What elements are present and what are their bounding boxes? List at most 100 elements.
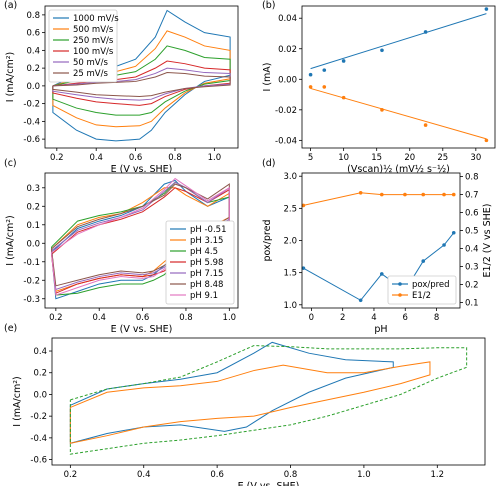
legend-label: E1/2 (412, 291, 431, 301)
x-tick-label: 15 (371, 153, 382, 163)
x-tick-label: 0.6 (210, 470, 224, 480)
x-tick-label: 0.6 (136, 313, 150, 323)
legend-marker (398, 293, 402, 297)
x-tick-label: 0.2 (64, 470, 78, 480)
y-tick-label: 3.0 (283, 172, 297, 182)
point (403, 192, 407, 197)
legend-label: 50 mV/s (73, 58, 108, 68)
y2-axis-label: E1/2 (V vs SHE) (482, 203, 493, 277)
point (358, 298, 363, 303)
x-tick-label: 1.0 (223, 313, 237, 323)
x-axis-label: (Vscan)½ (mV½ s⁻½) (347, 164, 450, 175)
y-tick-label: -0.4 (23, 117, 40, 127)
legend-box (387, 275, 457, 305)
point (301, 203, 306, 208)
legend-marker (398, 282, 402, 286)
point (341, 95, 346, 100)
y2-tick-label: 0.8 (465, 173, 479, 183)
point (421, 192, 426, 197)
y-axis-label: I (mA) (262, 63, 273, 92)
y-axis-label: I (mA/cm²) (12, 376, 23, 426)
point (423, 30, 428, 34)
y-tick-label: -0.3 (23, 295, 40, 305)
x-tick-label: 25 (437, 153, 448, 163)
panel-label: (c) (4, 158, 17, 169)
y-tick-label: 0.2 (26, 202, 40, 212)
x-tick-label: 0.8 (179, 313, 193, 323)
legend-label: pH 7.15 (190, 269, 223, 279)
y2-tick-label: 0.4 (465, 245, 479, 255)
legend-label: 250 mV/s (73, 36, 114, 46)
legend-label: pH -0.51 (190, 225, 226, 235)
legend-label: pH 3.15 (190, 236, 223, 246)
legend-label: pH 4.5 (190, 247, 218, 257)
series-line (303, 192, 454, 206)
fit-line (310, 87, 487, 140)
legend-box (165, 220, 235, 305)
point (484, 138, 489, 143)
x-tick-label: 8 (434, 313, 439, 323)
y-tick-label: -0.1 (23, 258, 40, 268)
y-tick-label: 0.4 (26, 46, 40, 56)
series-line (69, 341, 394, 444)
point (358, 191, 363, 195)
legend-label: 100 mV/s (73, 47, 114, 57)
y-tick-label: -0.2 (23, 276, 40, 286)
y-tick-label: 0.8 (26, 11, 40, 21)
legend-label: pH 5.98 (190, 258, 223, 268)
legend-label: 1000 mV/s (73, 14, 119, 24)
y-tick-label: 0.2 (33, 369, 47, 379)
point (301, 266, 306, 270)
point (308, 85, 313, 89)
y2-tick-label: 0.2 (465, 281, 479, 291)
legend-label: 25 mV/s (73, 69, 108, 79)
y-tick-label: 2.5 (283, 204, 297, 214)
point (442, 243, 446, 247)
x-tick-label: 0.4 (89, 153, 103, 163)
y-axis-label: pox/pred (262, 220, 273, 262)
x-tick-label: 6 (403, 313, 408, 323)
x-axis-label: E (V vs. SHE) (238, 481, 300, 486)
x-axis-label: E (V vs. SHE) (111, 324, 173, 335)
axes-frame (51, 337, 486, 466)
y-tick-label: -0.02 (275, 106, 297, 116)
point (380, 48, 384, 53)
point (442, 192, 446, 197)
x-tick-label: 1.0 (208, 153, 222, 163)
point (451, 192, 456, 197)
point (379, 272, 384, 276)
point (322, 68, 327, 72)
x-tick-label: 20 (404, 153, 415, 163)
y-tick-label: 0.2 (26, 64, 40, 74)
panel-label: (b) (262, 0, 275, 11)
y2-tick-label: 0.5 (465, 227, 479, 237)
legend-label: pox/pred (412, 280, 450, 290)
x-tick-label: 0.4 (92, 313, 106, 323)
x-tick-label: 0.2 (49, 313, 63, 323)
y-tick-label: 1.5 (283, 269, 297, 279)
panel-label: (e) (4, 323, 17, 334)
axes-frame (44, 5, 239, 149)
fit-line (310, 13, 487, 70)
legend-label: 500 mV/s (73, 25, 114, 35)
y-tick-label: -0.2 (30, 412, 47, 422)
x-tick-label: 4 (371, 313, 376, 323)
legend-label: pH 9.1 (190, 291, 218, 301)
y-tick-label: -0.6 (23, 135, 40, 145)
y-tick-label: 0.0 (33, 390, 47, 400)
x-tick-label: 0 (309, 313, 314, 323)
y-tick-label: 0.6 (26, 29, 40, 39)
y-tick-label: 0.00 (278, 75, 297, 85)
x-tick-label: 0.8 (284, 470, 298, 480)
x-axis-label: pH (374, 324, 387, 335)
y-tick-label: -0.4 (30, 434, 47, 444)
y-axis-label: I (mA/cm²) (5, 52, 16, 102)
y2-tick-label: 0.3 (465, 263, 479, 273)
y-axis-label: I (mA/cm²) (5, 215, 16, 265)
y-tick-label: 0.4 (33, 347, 47, 357)
point (341, 59, 346, 63)
x-tick-label: 5 (308, 153, 313, 163)
x-tick-label: 0.6 (129, 153, 143, 163)
legend-label: pH 8.48 (190, 280, 223, 290)
